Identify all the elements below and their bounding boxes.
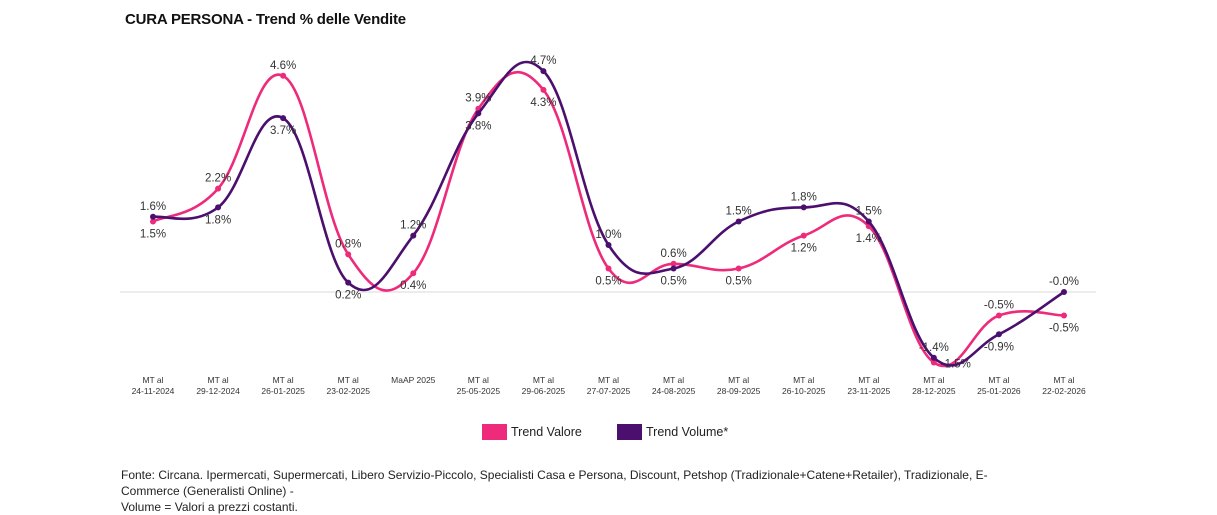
x-tick-label: MT al <box>468 375 489 385</box>
data-point <box>1061 312 1067 319</box>
x-tick-label: 24-11-2024 <box>132 386 175 396</box>
data-label: -1.4% <box>919 342 949 354</box>
data-point <box>800 232 807 239</box>
data-label: 0.4% <box>400 280 426 292</box>
footnote-line-2: Volume = Valori a prezzi costanti. <box>121 500 298 514</box>
data-point <box>605 265 612 272</box>
data-point <box>670 260 677 267</box>
x-tick-label: MT al <box>858 375 879 385</box>
data-point <box>800 204 807 211</box>
series-line-volume <box>152 60 1065 367</box>
legend-swatch-valore <box>482 424 507 440</box>
data-point <box>150 218 156 225</box>
x-tick-label: MT al <box>663 375 684 385</box>
data-point <box>930 359 937 366</box>
x-tick-label: 23-02-2025 <box>326 386 370 396</box>
series-line-valore <box>152 70 1065 367</box>
data-label: -0.5% <box>984 300 1014 312</box>
data-point <box>735 218 742 225</box>
data-label: 1.0% <box>595 229 621 241</box>
data-label: 1.2% <box>791 243 817 255</box>
x-tick-label: 23-11-2025 <box>847 386 890 396</box>
footnote-line-1: Fonte: Circana. Ipermercati, Supermercat… <box>121 468 988 498</box>
x-tick-label: MT al <box>533 375 554 385</box>
x-tick-label: 28-12-2025 <box>912 386 956 396</box>
data-point <box>475 110 482 117</box>
x-tick-label: 25-05-2025 <box>457 386 501 396</box>
x-tick-label: 29-12-2024 <box>196 386 240 396</box>
legend-label-volume: Trend Volume* <box>646 425 729 439</box>
data-label: 3.9% <box>465 93 491 105</box>
x-tick-label: MT al <box>273 375 294 385</box>
data-label: 0.5% <box>595 276 621 288</box>
data-label: 4.7% <box>530 55 556 67</box>
legend-item-volume: Trend Volume* <box>617 424 728 440</box>
x-tick-label: 26-01-2025 <box>261 386 305 396</box>
data-label: 1.5% <box>856 206 882 218</box>
x-tick-label: MT al <box>338 375 359 385</box>
data-point <box>345 279 352 286</box>
data-point <box>150 213 156 220</box>
data-point <box>670 265 677 272</box>
data-label: 2.2% <box>205 173 231 185</box>
chart-title: CURA PERSONA - Trend % delle Vendite <box>125 11 406 28</box>
data-point <box>280 72 287 79</box>
x-tick-label: MT al <box>988 375 1009 385</box>
legend-swatch-volume <box>617 424 642 440</box>
data-point <box>540 68 547 75</box>
data-point <box>410 270 417 277</box>
x-tick-label: MT al <box>923 375 944 385</box>
x-tick-label: MT al <box>208 375 229 385</box>
data-label: 1.5% <box>726 206 752 218</box>
x-tick-label: MT al <box>793 375 814 385</box>
data-label: 1.5% <box>140 229 166 241</box>
x-tick-label: MT al <box>1053 375 1074 385</box>
data-point <box>215 185 222 192</box>
x-tick-label: 25-01-2026 <box>977 386 1021 396</box>
data-label: 1.2% <box>400 220 426 232</box>
data-point <box>995 331 1002 338</box>
data-label: 1.6% <box>140 201 166 213</box>
data-point <box>930 354 937 361</box>
data-label: 0.6% <box>660 248 686 260</box>
data-label: 0.5% <box>660 276 686 288</box>
x-tick-label: 22-02-2026 <box>1042 386 1086 396</box>
data-label: 1.8% <box>205 214 231 226</box>
data-label: 3.7% <box>270 125 296 137</box>
data-label: 0.2% <box>335 290 361 302</box>
data-label: -0.9% <box>984 341 1014 353</box>
x-tick-label: 29-06-2025 <box>522 386 566 396</box>
legend-item-valore: Trend Valore <box>482 424 582 440</box>
data-label: 4.3% <box>530 97 556 109</box>
data-label: -0.5% <box>1049 323 1079 335</box>
data-point <box>345 251 352 258</box>
x-tick-label: MT al <box>142 375 163 385</box>
x-tick-label: 28-09-2025 <box>717 386 761 396</box>
data-point <box>995 312 1002 319</box>
data-point <box>280 115 287 122</box>
x-tick-label: 27-07-2025 <box>587 386 631 396</box>
legend-label-valore: Trend Valore <box>511 425 582 439</box>
data-point <box>215 204 222 211</box>
data-point <box>735 265 742 272</box>
data-point <box>865 218 872 225</box>
data-label: 0.8% <box>335 238 361 250</box>
data-label: 3.8% <box>465 120 491 132</box>
data-point <box>540 86 547 93</box>
data-point <box>410 232 417 239</box>
x-tick-label: MT al <box>598 375 619 385</box>
x-tick-label: MT al <box>728 375 749 385</box>
x-tick-label: 24-08-2025 <box>652 386 696 396</box>
data-label: -0.0% <box>1049 276 1079 288</box>
data-label: 1.8% <box>791 191 817 203</box>
data-point <box>1061 289 1067 295</box>
data-label: 1.4% <box>856 233 882 245</box>
data-label: 0.5% <box>726 276 752 288</box>
x-tick-label: 26-10-2025 <box>782 386 826 396</box>
x-tick-label: MaAP 2025 <box>391 375 436 385</box>
data-point <box>605 242 612 248</box>
data-label: 4.6% <box>270 60 296 72</box>
